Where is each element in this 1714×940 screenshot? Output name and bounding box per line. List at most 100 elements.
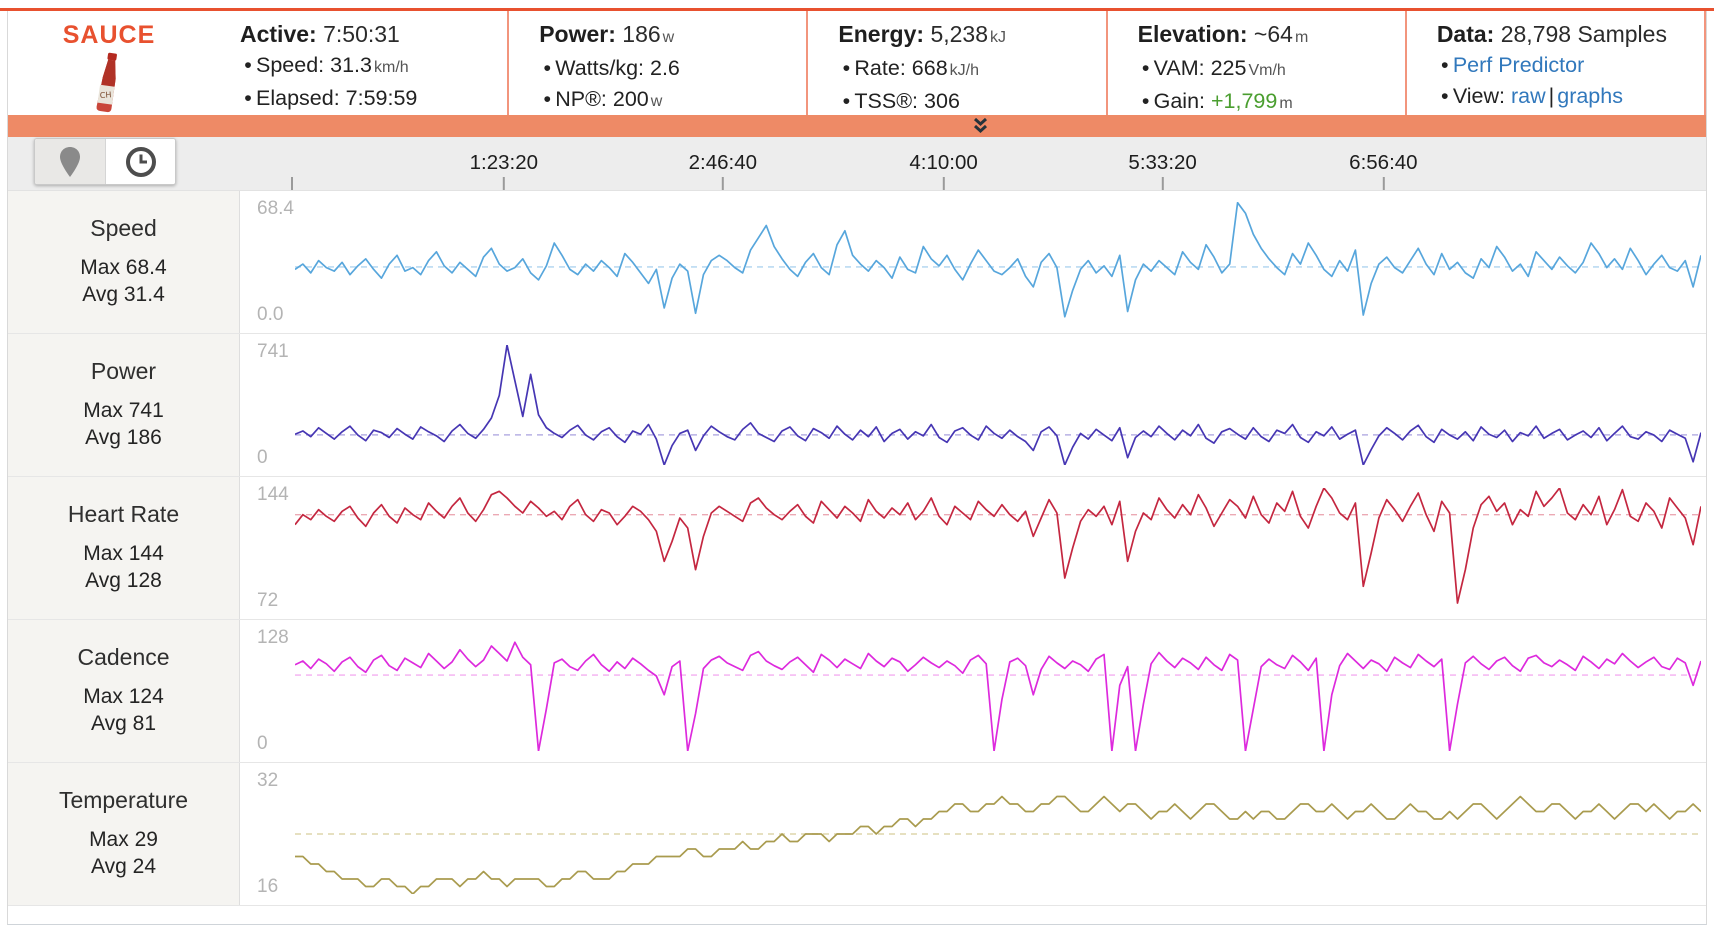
cadence-ymax-label: 128 bbox=[257, 627, 289, 648]
sauce-logo: SAUCE CH bbox=[8, 11, 210, 115]
speed-row-max: Max 68.4 bbox=[80, 256, 167, 279]
elevation-label: Elevation: bbox=[1137, 21, 1248, 47]
speed-row-label: Speed Max 68.4 Avg 31.4 bbox=[8, 191, 240, 333]
speed-row-title: Speed bbox=[90, 215, 157, 241]
gain-unit: m bbox=[1279, 95, 1293, 112]
view-graphs-link[interactable]: graphs bbox=[1557, 84, 1623, 108]
temperature-row-avg: Avg 24 bbox=[91, 855, 156, 878]
speed-unit: km/h bbox=[374, 59, 409, 76]
power-ymax-label: 741 bbox=[257, 341, 289, 362]
vam-label: VAM: bbox=[1153, 56, 1205, 80]
active-label: Active: bbox=[240, 21, 317, 47]
temperature-row-label: Temperature Max 29 Avg 24 bbox=[8, 763, 240, 905]
elevation-value: ~64 bbox=[1253, 21, 1293, 47]
heart-rate-row-avg: Avg 128 bbox=[85, 569, 162, 592]
heart-rate-plot[interactable]: 144 72 bbox=[240, 477, 1706, 619]
temperature-row-max: Max 29 bbox=[89, 828, 158, 851]
active-value: 7:50:31 bbox=[323, 21, 400, 47]
sauce-bottle-icon: CH bbox=[96, 52, 117, 113]
heart-rate-ymin-label: 72 bbox=[257, 590, 279, 611]
stat-col-elevation: Elevation: ~64 m • VAM: 225 Vm/h • Gain: +1,… bbox=[1105, 11, 1405, 115]
speed-ymax-label: 68.4 bbox=[257, 198, 294, 219]
data-label: Data: bbox=[1436, 21, 1495, 47]
energy-label: Energy: bbox=[838, 21, 925, 47]
rate-label: Rate: bbox=[854, 56, 906, 80]
wattskg-label: Watts/kg: bbox=[555, 56, 645, 80]
top-accent-rule bbox=[0, 8, 1714, 11]
chart-row-speed: Speed Max 68.4 Avg 31.4 68.4 0.0 bbox=[8, 191, 1706, 334]
speed-ymin-label: 0.0 bbox=[257, 304, 284, 325]
vam-value: 225 bbox=[1210, 56, 1247, 80]
graph-mode-toolbar bbox=[34, 138, 176, 185]
rate-value: 668 bbox=[911, 56, 948, 80]
time-tick: 2:46:40 bbox=[689, 152, 757, 190]
view-separator: | bbox=[1548, 84, 1555, 108]
cadence-row-max: Max 124 bbox=[83, 685, 164, 708]
heart-rate-row-max: Max 144 bbox=[83, 542, 164, 565]
chart-row-cadence: Cadence Max 124 Avg 81 128 0 bbox=[8, 620, 1706, 763]
cadence-plot[interactable]: 128 0 bbox=[240, 620, 1706, 762]
time-tick-label: 2:46:40 bbox=[688, 151, 758, 174]
elapsed-value: 7:59:59 bbox=[345, 86, 418, 110]
stat-col-data: Data: 28,798 Samples • Perf Predictor • Vi… bbox=[1404, 11, 1707, 115]
chart-row-temperature: Temperature Max 29 Avg 24 32 16 bbox=[8, 763, 1706, 906]
heart-rate-row-title: Heart Rate bbox=[67, 501, 180, 527]
time-mode-button[interactable] bbox=[105, 139, 175, 184]
np-label: NP®: bbox=[555, 87, 607, 111]
chart-row-power: Power Max 741 Avg 186 741 0 bbox=[8, 334, 1706, 477]
heart-rate-row-label: Heart Rate Max 144 Avg 128 bbox=[8, 477, 240, 619]
elevation-unit: m bbox=[1294, 29, 1309, 46]
energy-unit: kJ bbox=[990, 29, 1006, 46]
gain-value: +1,799 bbox=[1210, 89, 1278, 113]
view-raw-link[interactable]: raw bbox=[1510, 84, 1546, 108]
tss-value: 306 bbox=[924, 89, 960, 113]
time-tick: 4:10:00 bbox=[909, 151, 978, 190]
time-tick: 6:56:40 bbox=[1349, 151, 1418, 190]
power-line-chart bbox=[295, 345, 1701, 465]
speed-line-chart bbox=[295, 202, 1701, 322]
stat-col-power: Power: 186 w • Watts/kg: 2.6 • NP®: 200 w bbox=[507, 11, 806, 115]
gain-label: Gain: bbox=[1153, 89, 1205, 113]
time-axis-strip: 1:23:20 2:46:40 4:10:00 5:33:20 6:56:40 bbox=[8, 137, 1706, 191]
np-value: 200 bbox=[612, 87, 649, 111]
time-tick-label: 4:10:00 bbox=[909, 151, 978, 174]
cadence-row-avg: Avg 81 bbox=[91, 712, 156, 735]
power-row-title: Power bbox=[90, 358, 157, 384]
power-unit: w bbox=[662, 29, 675, 46]
power-row-avg: Avg 186 bbox=[85, 426, 162, 449]
cadence-line-chart bbox=[295, 631, 1701, 751]
heart-rate-ymax-label: 144 bbox=[257, 484, 289, 505]
speed-value: 31.3 bbox=[330, 53, 372, 77]
stat-col-active: Active: 7:50:31 • Speed: 31.3 km/h • Elapse… bbox=[240, 21, 418, 110]
time-tick: 1:23:20 bbox=[470, 152, 538, 190]
clock-icon bbox=[125, 146, 156, 177]
data-value: 28,798 Samples bbox=[1500, 21, 1667, 47]
heart-rate-line-chart bbox=[295, 488, 1701, 608]
time-tick-start bbox=[291, 177, 294, 190]
double-chevron-down-icon[interactable] bbox=[972, 117, 989, 135]
summary-header: SAUCE CH Active: 7:50:31 • Speed: 31.3 km/… bbox=[8, 11, 1707, 115]
vam-unit: Vm/h bbox=[1248, 62, 1286, 79]
temperature-ymin-label: 16 bbox=[257, 876, 279, 897]
speed-row-avg: Avg 31.4 bbox=[82, 283, 165, 306]
power-label: Power: bbox=[539, 21, 616, 47]
view-label: View: bbox=[1452, 84, 1505, 108]
time-tick-label: 5:33:20 bbox=[1128, 151, 1197, 174]
temperature-row-title: Temperature bbox=[58, 787, 189, 813]
speed-plot[interactable]: 68.4 0.0 bbox=[240, 191, 1706, 333]
temperature-ymax-label: 32 bbox=[257, 770, 279, 791]
map-pin-icon bbox=[60, 146, 80, 177]
energy-value: 5,238 bbox=[930, 21, 988, 47]
time-tick-label: 6:56:40 bbox=[1349, 151, 1418, 174]
time-tick: 5:33:20 bbox=[1128, 151, 1197, 190]
collapse-banner[interactable] bbox=[8, 115, 1706, 137]
perf-predictor-link[interactable]: Perf Predictor bbox=[1452, 53, 1585, 77]
power-plot[interactable]: 741 0 bbox=[240, 334, 1706, 476]
np-unit: w bbox=[650, 93, 663, 110]
cadence-row-label: Cadence Max 124 Avg 81 bbox=[8, 620, 240, 762]
tss-label: TSS®: bbox=[854, 89, 919, 113]
temperature-plot[interactable]: 32 16 bbox=[240, 763, 1706, 905]
map-mode-button[interactable] bbox=[35, 139, 105, 184]
time-tick-label: 1:23:20 bbox=[469, 151, 539, 174]
chart-row-heart-rate: Heart Rate Max 144 Avg 128 144 72 bbox=[8, 477, 1706, 620]
